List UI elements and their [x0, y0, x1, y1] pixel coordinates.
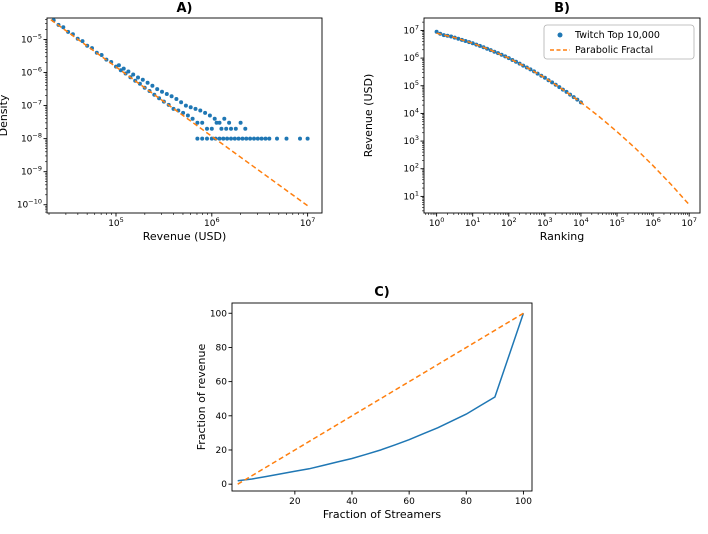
y-tick-label: 107: [403, 23, 419, 36]
chart-title: B): [554, 1, 570, 16]
y-tick-label: 10−7: [21, 99, 42, 112]
y-tick-label: 10−10: [17, 198, 42, 211]
chart-title: C): [374, 285, 389, 300]
chart-c: 20 40 60 80 100 0 20 40 60 80 100 C) Fraction of Str…: [195, 285, 533, 521]
axes-frame: [231, 302, 533, 492]
x-tick-label: 107: [300, 216, 316, 229]
x-tick-label: 104: [573, 216, 589, 229]
chart-title: A): [176, 1, 192, 16]
series-revenue-density-scatter: [51, 18, 310, 141]
chart-b: 100 101 102 103 104 105 106 107 101 102 103 104 105 1…: [362, 1, 701, 243]
y-tick-label: 10−9: [21, 165, 42, 178]
y-tick-label: 106: [403, 51, 419, 64]
y-tick-label: 104: [403, 106, 419, 119]
x-tick-label: 106: [645, 216, 661, 229]
y-tick-label: 101: [403, 189, 419, 202]
x-tick-label: 101: [465, 216, 481, 229]
x-tick-label: 60: [403, 497, 415, 507]
x-tick-label: 100: [429, 216, 445, 229]
series-parabolic-fractal-fit: [436, 32, 690, 206]
y-tick-label: 0: [221, 480, 227, 490]
y-tick-label: 10−5: [21, 32, 42, 45]
y-tick-label: 103: [403, 134, 419, 147]
legend-marker-dot: [557, 32, 563, 38]
y-axis-label: Revenue (USD): [362, 74, 375, 158]
x-tick-label: 105: [108, 216, 124, 229]
series-power-law-fit: [50, 19, 310, 208]
x-tick-label: 20: [289, 497, 301, 507]
x-tick-label: 105: [609, 216, 625, 229]
y-tick-label: 10−8: [21, 132, 42, 145]
y-axis-label: Density: [0, 94, 10, 136]
legend-box: [543, 24, 695, 60]
x-axis-label: Fraction of Streamers: [323, 508, 442, 521]
x-tick-label: 100: [515, 497, 532, 507]
y-axis-label: Fraction of revenue: [195, 344, 208, 451]
x-tick-label: 107: [681, 216, 697, 229]
x-tick-label: 106: [204, 216, 220, 229]
x-tick-label: 103: [537, 216, 553, 229]
legend: Twitch Top 10,000 Parabolic Fractal: [543, 24, 695, 60]
x-axis-label: Revenue (USD): [143, 230, 227, 243]
series-equality-line: [237, 312, 524, 485]
x-tick-label: 80: [461, 497, 473, 507]
series-lorenz-curve: [237, 313, 525, 482]
x-axis-label: Ranking: [540, 230, 585, 243]
x-tick-label: 102: [501, 216, 517, 229]
chart-a: 105 106 107 10−5 10−6 10−7 10−8 10−9 10−10 A) Reve…: [0, 1, 323, 243]
y-tick-label: 10−6: [21, 66, 42, 79]
y-tick-label: 100: [210, 309, 227, 319]
y-tick-label: 80: [216, 343, 228, 353]
y-tick-label: 40: [216, 412, 228, 422]
y-tick-label: 105: [403, 79, 419, 92]
legend-label: Twitch Top 10,000: [574, 30, 660, 41]
y-tick-label: 20: [216, 446, 228, 456]
legend-label: Parabolic Fractal: [575, 45, 653, 56]
x-tick-label: 40: [346, 497, 358, 507]
y-tick-label: 102: [403, 162, 419, 175]
y-tick-label: 60: [216, 378, 228, 388]
